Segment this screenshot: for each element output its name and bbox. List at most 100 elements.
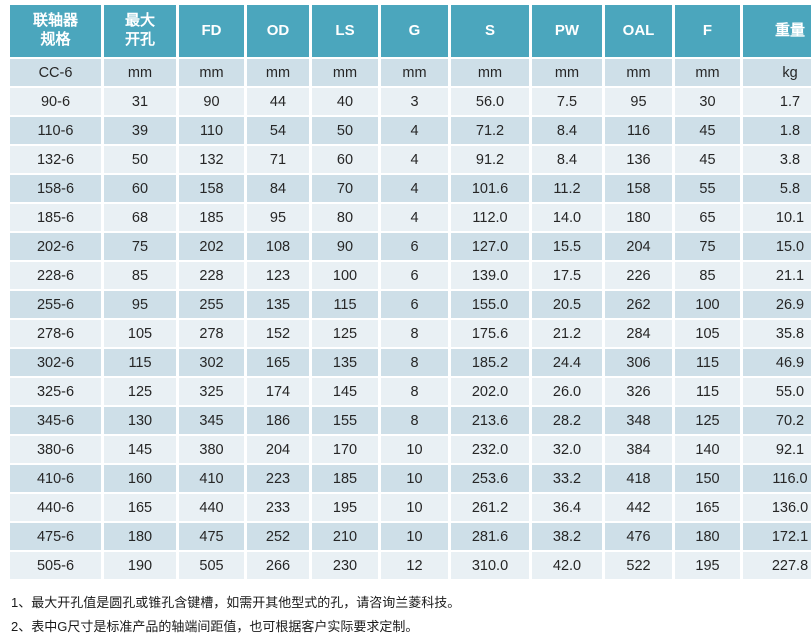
table-row-132-6: 132-6 50 132 71 60 4 91.2 8.4 136 45 3.8: [10, 146, 811, 173]
table-cell: 325: [179, 378, 244, 405]
table-cell: 185.2: [451, 349, 529, 376]
table-cell: 475-6: [10, 523, 101, 550]
table-cell: 33.2: [532, 465, 602, 492]
table-cell: 252: [247, 523, 309, 550]
coupling-spec-table: 联轴器 规格 最大 开孔 FD OD LS G S PW OAL F 重量 CC-6 mm mm mm mm…: [7, 3, 811, 581]
table-cell: 116: [605, 117, 672, 144]
table-cell: 8: [381, 320, 448, 347]
table-cell: 186: [247, 407, 309, 434]
table-row-325-6: 325-6 125 325 174 145 8 202.0 26.0 326 115 55.0: [10, 378, 811, 405]
table-cell: 14.0: [532, 204, 602, 231]
table-cell: 306: [605, 349, 672, 376]
table-cell: 204: [247, 436, 309, 463]
table-cell: 140: [675, 436, 740, 463]
table-cell: 132: [179, 146, 244, 173]
table-cell: 278: [179, 320, 244, 347]
table-cell: 4: [381, 175, 448, 202]
table-row-110-6: 110-6 39 110 54 50 4 71.2 8.4 116 45 1.8: [10, 117, 811, 144]
table-cell: 8: [381, 349, 448, 376]
table-cell: 10.1: [743, 204, 811, 231]
table-cell: 1.7: [743, 88, 811, 115]
table-cell: 281.6: [451, 523, 529, 550]
table-cell: 228: [179, 262, 244, 289]
table-cell: 204: [605, 233, 672, 260]
table-cell: 3: [381, 88, 448, 115]
table-cell: 4: [381, 204, 448, 231]
spec-table-head: 联轴器 规格 最大 开孔 FD OD LS G S PW OAL F 重量: [10, 5, 811, 57]
table-cell: 202-6: [10, 233, 101, 260]
table-cell: 36.4: [532, 494, 602, 521]
table-cell: 105: [675, 320, 740, 347]
table-cell: 175.6: [451, 320, 529, 347]
table-cell: 325-6: [10, 378, 101, 405]
table-cell: 230: [312, 552, 378, 579]
table-cell: 75: [675, 233, 740, 260]
table-cell: mm: [312, 59, 378, 86]
table-cell: 80: [312, 204, 378, 231]
table-cell: 21.2: [532, 320, 602, 347]
table-cell: 95: [104, 291, 176, 318]
column-header-1: 最大 开孔: [104, 5, 176, 57]
table-cell: 95: [247, 204, 309, 231]
table-cell: 185-6: [10, 204, 101, 231]
table-cell: 32.0: [532, 436, 602, 463]
units-row: CC-6 mm mm mm mm mm mm mm mm mm kg: [10, 59, 811, 86]
table-cell: 11.2: [532, 175, 602, 202]
table-cell: 345-6: [10, 407, 101, 434]
table-cell: 45: [675, 117, 740, 144]
table-cell: 85: [675, 262, 740, 289]
table-cell: 232.0: [451, 436, 529, 463]
table-cell: 38.2: [532, 523, 602, 550]
table-cell: 440: [179, 494, 244, 521]
table-cell: 8.4: [532, 146, 602, 173]
table-cell: 135: [312, 349, 378, 376]
table-cell: 92.1: [743, 436, 811, 463]
table-cell: 6: [381, 291, 448, 318]
table-cell: 505-6: [10, 552, 101, 579]
table-cell: mm: [605, 59, 672, 86]
table-cell: 3.8: [743, 146, 811, 173]
table-cell: 476: [605, 523, 672, 550]
table-cell: 115: [675, 378, 740, 405]
table-cell: 110-6: [10, 117, 101, 144]
table-cell: 261.2: [451, 494, 529, 521]
table-cell: 90-6: [10, 88, 101, 115]
table-row-380-6: 380-6 145 380 204 170 10 232.0 32.0 384 140 92.1: [10, 436, 811, 463]
table-cell: 6: [381, 233, 448, 260]
table-cell: 95: [605, 88, 672, 115]
table-cell: kg: [743, 59, 811, 86]
table-cell: 115: [312, 291, 378, 318]
table-cell: 213.6: [451, 407, 529, 434]
table-cell: 233: [247, 494, 309, 521]
table-cell: 6: [381, 262, 448, 289]
table-cell: 475: [179, 523, 244, 550]
table-cell: 84: [247, 175, 309, 202]
table-cell: 35.8: [743, 320, 811, 347]
table-cell: 108: [247, 233, 309, 260]
table-cell: 145: [104, 436, 176, 463]
footnote-1: 1、最大开孔值是圆孔或锥孔含键槽，如需开其他型式的孔，请咨询兰菱科技。: [11, 595, 461, 610]
table-cell: 40: [312, 88, 378, 115]
table-cell: 71.2: [451, 117, 529, 144]
table-cell: 345: [179, 407, 244, 434]
table-cell: 155: [312, 407, 378, 434]
table-cell: mm: [532, 59, 602, 86]
column-header-9: F: [675, 5, 740, 57]
table-cell: 170: [312, 436, 378, 463]
table-cell: 284: [605, 320, 672, 347]
table-cell: 278-6: [10, 320, 101, 347]
table-row-505-6: 505-6 190 505 266 230 12 310.0 42.0 522 195 227.8: [10, 552, 811, 579]
table-cell: 195: [312, 494, 378, 521]
table-cell: 12: [381, 552, 448, 579]
table-cell: 116.0: [743, 465, 811, 492]
table-cell: 130: [104, 407, 176, 434]
table-row-475-6: 475-6 180 475 252 210 10 281.6 38.2 476 180 172.1: [10, 523, 811, 550]
table-row-255-6: 255-6 95 255 135 115 6 155.0 20.5 262 100 26.9: [10, 291, 811, 318]
table-cell: 418: [605, 465, 672, 492]
column-header-0: 联轴器 规格: [10, 5, 101, 57]
table-cell: 8: [381, 378, 448, 405]
table-cell: 155.0: [451, 291, 529, 318]
table-cell: 90: [179, 88, 244, 115]
spec-table-body: CC-6 mm mm mm mm mm mm mm mm mm kg 90-6 31 90 44 40 3 56.…: [10, 59, 811, 579]
table-row-410-6: 410-6 160 410 223 185 10 253.6 33.2 418 150 116.0: [10, 465, 811, 492]
